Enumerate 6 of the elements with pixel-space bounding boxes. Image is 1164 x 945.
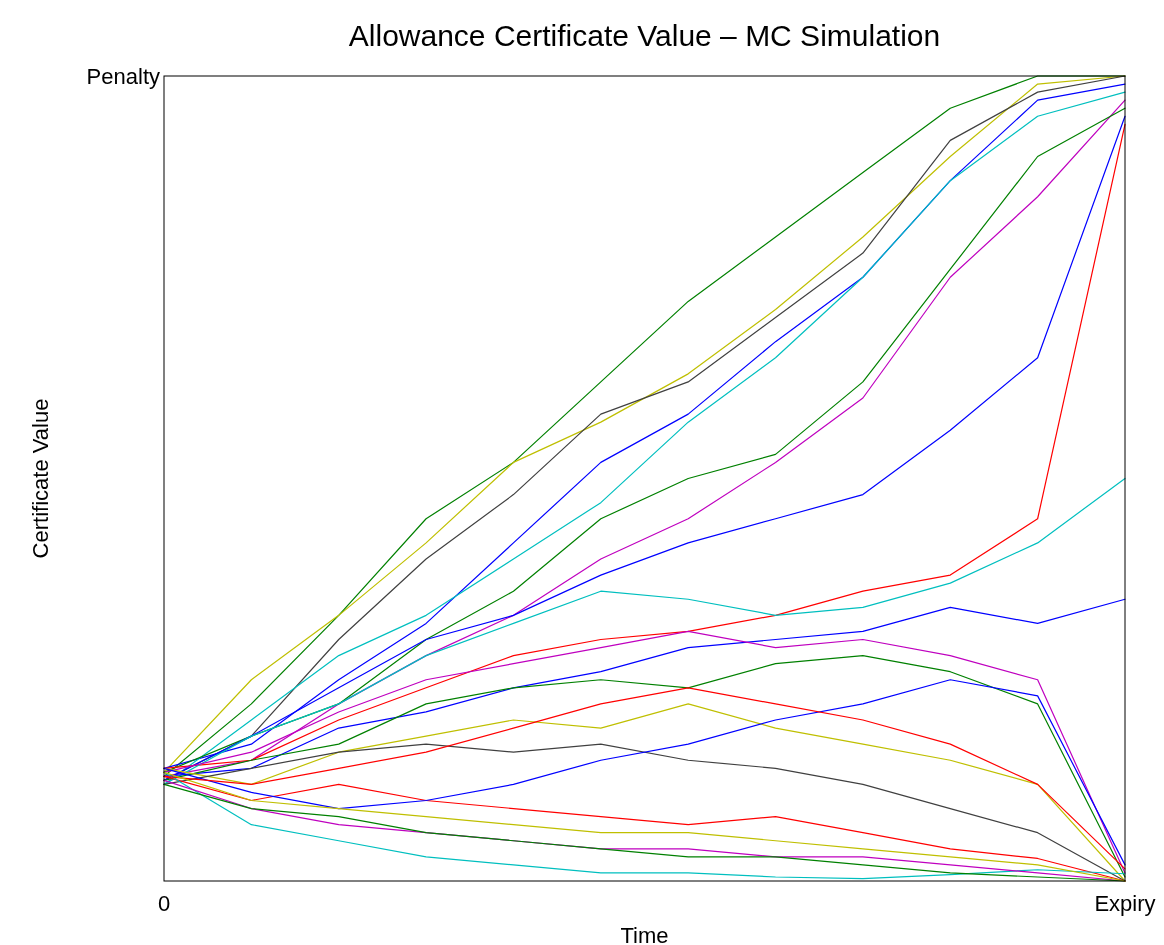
x-tick-label: Expiry	[1094, 891, 1156, 916]
x-tick-label: 0	[157, 891, 171, 916]
x-axis-title: Time	[620, 923, 669, 945]
y-axis-title: Certificate Value	[28, 398, 53, 559]
text: Penalty	[86, 63, 160, 89]
chart-title: Allowance Certificate Value – MC Simulation	[348, 19, 941, 52]
